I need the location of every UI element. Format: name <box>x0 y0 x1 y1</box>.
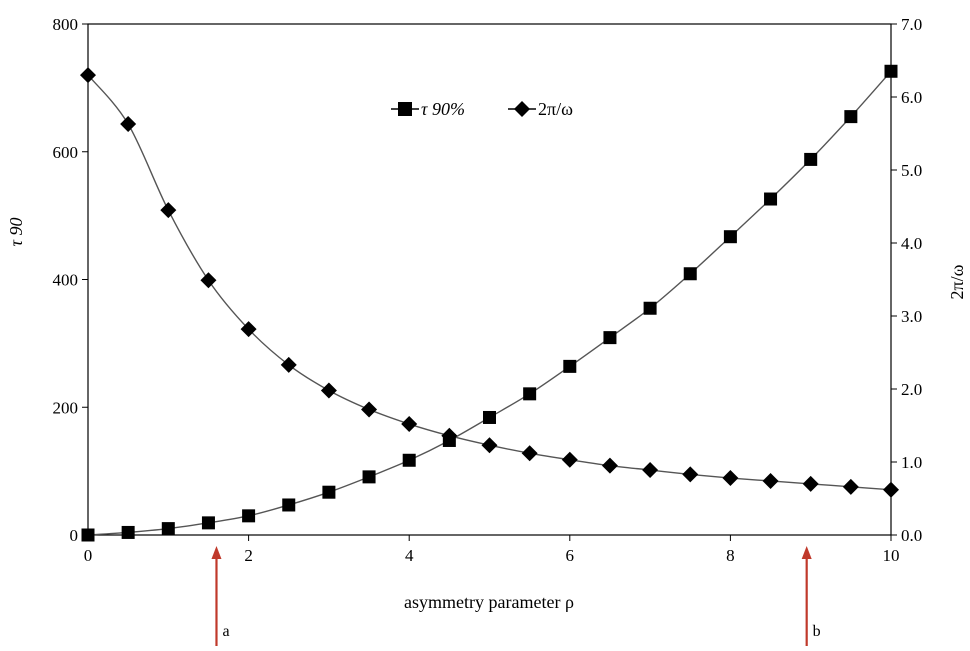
ticks-layer: 0 2 4 6 8 10 0 200 400 600 800 0.0 1.0 2.0 3.0 4.0 5.0 6.… <box>53 15 923 565</box>
period-point <box>160 202 177 219</box>
tau90-point <box>603 331 617 345</box>
tau90-point <box>523 387 537 401</box>
x-tick-label: 0 <box>84 546 93 565</box>
tau90-point <box>161 522 175 536</box>
period-point <box>642 462 659 479</box>
x-tick-label: 4 <box>405 546 414 565</box>
tau90-point <box>884 64 898 78</box>
x-tick-label: 8 <box>726 546 735 565</box>
y-right-tick-label: 5.0 <box>901 161 922 180</box>
annotation-label-b: b <box>813 623 821 640</box>
y-left-axis-label: τ 90 <box>6 218 26 247</box>
period-point <box>521 445 538 462</box>
period-point <box>481 437 498 454</box>
period-point <box>762 472 779 489</box>
tau90-point <box>201 516 215 530</box>
legend-label-1: τ 90% <box>421 99 465 119</box>
tau90-point <box>322 485 336 499</box>
period-point <box>601 457 618 474</box>
y-left-tick-label: 800 <box>53 15 79 34</box>
lines-layer <box>87 70 892 536</box>
annotation-arrow-head <box>801 546 812 559</box>
tau90-point <box>844 110 858 124</box>
period-point <box>802 475 819 492</box>
tau90-point <box>563 359 577 373</box>
period-point <box>361 401 378 418</box>
y-right-tick-label: 1.0 <box>901 453 922 472</box>
legend: τ 90% 2π/ω <box>391 99 573 119</box>
y-right-tick-label: 7.0 <box>901 15 922 34</box>
y-left-tick-label: 200 <box>53 398 79 417</box>
tau90-point <box>683 267 697 281</box>
period-point <box>561 451 578 468</box>
period-point <box>320 382 337 399</box>
annotation-arrow-head <box>211 546 222 559</box>
tau90-point <box>764 192 778 206</box>
x-tick-label: 2 <box>244 546 253 565</box>
period-point <box>441 427 458 444</box>
period-point <box>883 481 899 498</box>
tau90-point <box>804 152 818 166</box>
y-right-tick-label: 3.0 <box>901 307 922 326</box>
period-point <box>842 478 859 495</box>
period-point <box>120 116 137 133</box>
y-left-tick-label: 600 <box>53 143 79 162</box>
y-right-tick-label: 4.0 <box>901 234 922 253</box>
period-point <box>682 466 699 483</box>
y-right-tick-label: 6.0 <box>901 88 922 107</box>
period-point <box>280 356 297 373</box>
y-right-tick-label: 2.0 <box>901 380 922 399</box>
x-axis-label: asymmetry parameter ρ <box>404 592 574 612</box>
tau90-point <box>282 498 296 512</box>
period-point <box>240 321 257 338</box>
legend-diamond-marker <box>514 101 530 117</box>
y-right-tick-label: 0.0 <box>901 526 922 545</box>
markers-layer <box>80 64 899 542</box>
period-point <box>401 416 418 433</box>
x-tick-label: 6 <box>566 546 575 565</box>
y-left-tick-label: 400 <box>53 271 79 290</box>
tau90-point <box>643 301 657 315</box>
legend-label-2: 2π/ω <box>538 99 573 119</box>
annotation-label-a: a <box>222 623 229 640</box>
legend-square-marker <box>398 102 412 116</box>
x-tick-label: 10 <box>883 546 900 565</box>
tau90-point <box>242 509 256 523</box>
tau90-point <box>81 528 95 542</box>
series-line-1 <box>87 70 892 536</box>
y-right-axis-label: 2π/ω <box>947 264 967 299</box>
period-point <box>200 272 217 289</box>
tau90-point <box>483 410 496 424</box>
tau90-point <box>402 453 416 467</box>
tau90-point <box>723 230 737 244</box>
tau90-point <box>362 470 376 484</box>
period-point <box>722 470 739 487</box>
y-left-tick-label: 0 <box>70 526 79 545</box>
period-point <box>80 67 96 84</box>
tau90-point <box>121 525 135 539</box>
